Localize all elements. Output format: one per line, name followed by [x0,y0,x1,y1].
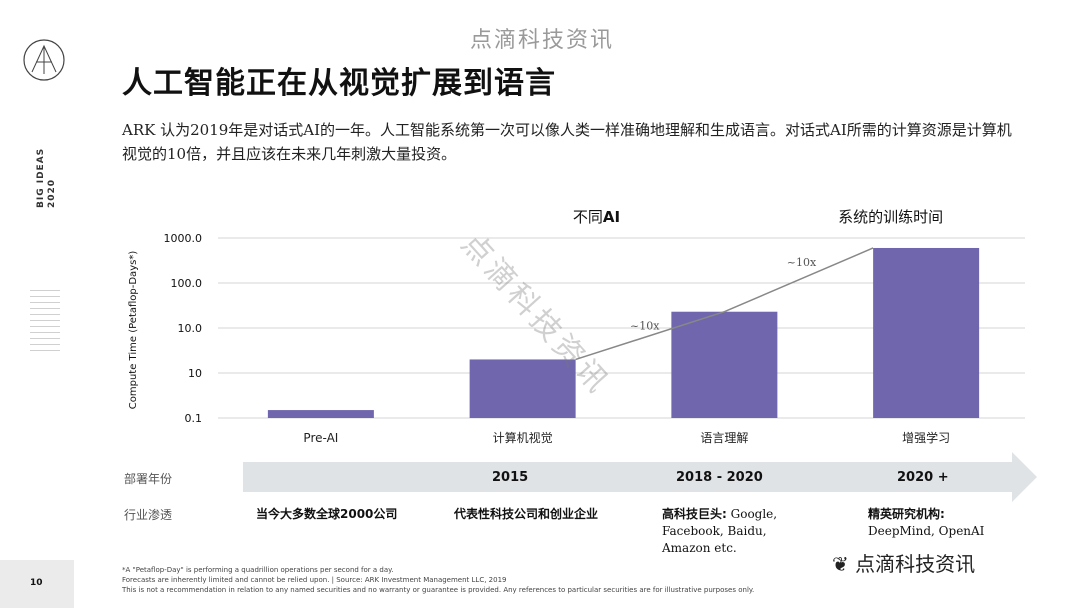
page-number: 10 [30,578,43,588]
y-tick-label: 1000.0 [164,232,203,245]
x-tick-label: Pre-AI [303,431,338,445]
y-tick-label: 0.1 [185,412,203,425]
page-title: 人工智能正在从视觉扩展到语言 [122,66,556,101]
penetration-language: 高科技巨头: Google, Facebook, Baidu, Amazon e… [662,507,778,555]
year-reinforcement: 2020 + [897,470,949,485]
penetration-pre-ai: 当今大多数全球2000公司 [256,507,398,521]
watermark-bottom: ❦ 点滴科技资讯 [832,552,976,576]
x-tick-label: 计算机视觉 [493,430,553,445]
penetration-cv: 代表性科技公司和创业企业 [454,507,599,521]
annotation-label: ~10x [787,256,817,269]
y-tick-label: 100.0 [171,277,203,290]
y-tick-label: 10.0 [178,322,203,335]
footnote-1: *A "Petaflop-Day" is performing a quadri… [122,566,394,574]
page-number-box [0,560,74,608]
penetration-label: 行业渗透 [124,508,173,522]
y-axis-label: Compute Time (Petaflop-Days*) [128,251,139,410]
x-tick-label: 语言理解 [700,431,748,445]
penetration-rl: 精英研究机构: DeepMind, OpenAI [868,507,985,538]
footnotes: *A "Petaflop-Day" is performing a quadri… [122,565,754,595]
annotation-label: ~10x [630,320,660,333]
y-tick-label: 10 [188,367,202,380]
year-computer-vision: 2015 [492,470,529,485]
deploy-year-label: 部署年份 [124,472,173,486]
footnote-3: This is not a recommendation in relation… [122,586,755,594]
x-tick-label: 增强学习 [902,430,950,445]
trend-line [575,247,874,361]
bar [671,311,778,418]
timeline-arrow [243,452,1037,502]
chart-title: 不同AI 系统的训练时间 [572,208,944,226]
year-language: 2018 - 2020 [676,470,763,485]
bar [873,247,980,418]
footnote-2: Forecasts are inherently limited and can… [122,576,507,584]
bar [469,359,576,418]
watermark-top: 点滴科技资讯 [470,28,615,53]
bar [267,410,374,418]
description: ARK 认为2019年是对话式AI的一年。人工智能系统第一次可以像人类一样准确地… [122,121,1012,163]
decorative-lines [30,290,60,356]
ark-logo-icon [23,39,65,81]
